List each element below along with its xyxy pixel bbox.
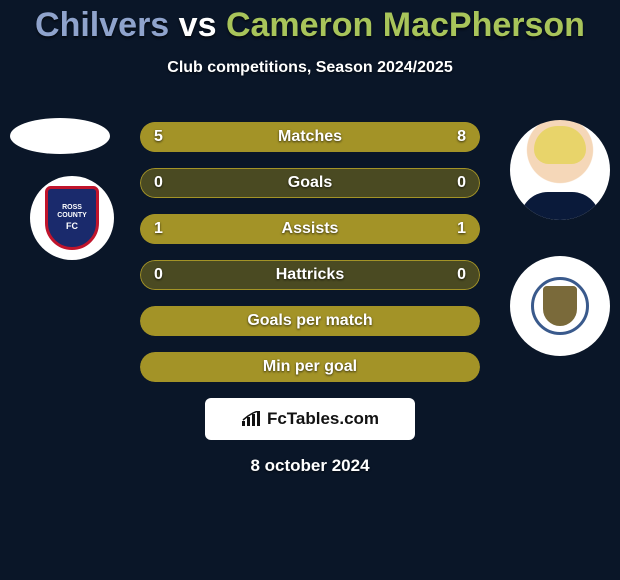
stat-label: Hattricks [140,266,480,284]
stat-row-min-per-goal: Min per goal [140,352,480,382]
stat-row-hattricks: 00Hattricks [140,260,480,290]
page-title: Chilvers vs Cameron MacPherson [0,0,620,45]
player1-avatar [10,118,110,154]
player1-club-badge: ROSS COUNTY FC [30,176,114,260]
st-johnstone-crest [525,271,595,341]
stat-label: Min per goal [140,358,480,376]
player1-name: Chilvers [35,6,169,44]
player2-avatar [510,120,610,220]
subtitle: Club competitions, Season 2024/2025 [0,59,620,77]
stats-container: 58Matches 00Goals 11Assists 00Hattricks Goal… [140,122,480,398]
stat-label: Matches [140,128,480,146]
player2-name: Cameron MacPherson [226,6,585,44]
stat-row-goals-per-match: Goals per match [140,306,480,336]
stat-row-matches: 58Matches [140,122,480,152]
vs-text: vs [179,6,217,44]
footer-brand-text: FcTables.com [267,409,379,429]
ross-county-crest: ROSS COUNTY FC [45,186,99,250]
footer-date: 8 october 2024 [0,456,620,476]
footer-brand-badge[interactable]: FcTables.com [205,398,415,440]
chart-icon [241,411,261,427]
stat-label: Assists [140,220,480,238]
stat-row-goals: 00Goals [140,168,480,198]
club1-name: ROSS COUNTY [48,204,96,219]
stat-row-assists: 11Assists [140,214,480,244]
club1-abbrev: FC [66,222,78,232]
player2-club-badge [510,256,610,356]
stat-label: Goals [140,174,480,192]
stat-label: Goals per match [140,312,480,330]
